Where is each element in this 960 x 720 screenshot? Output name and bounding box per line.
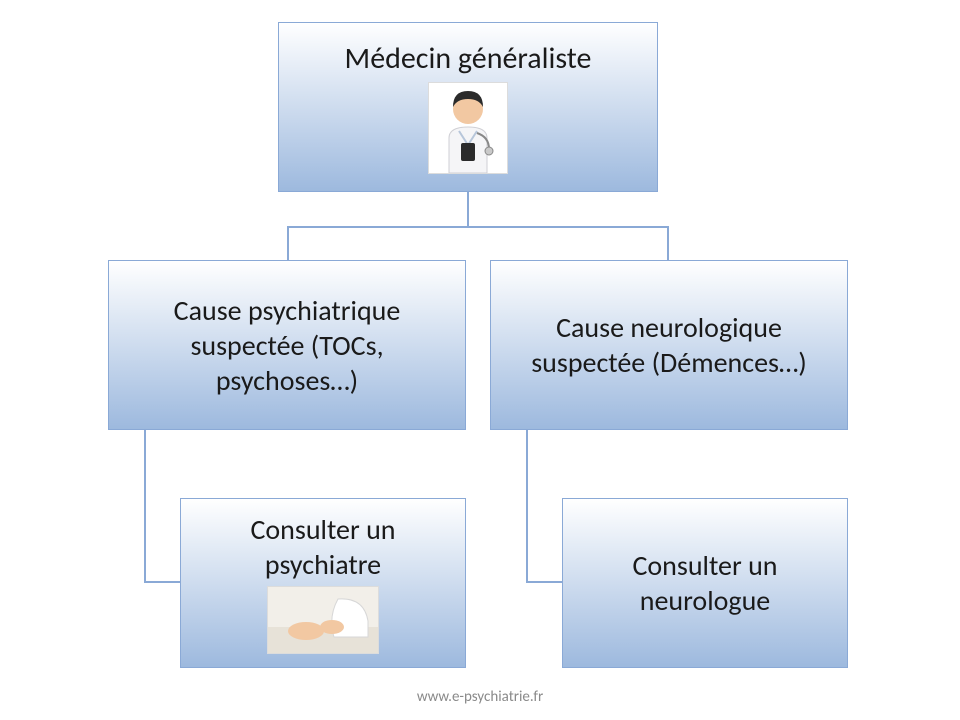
- consultation-icon: [267, 586, 379, 654]
- node-right-label: Cause neurologique suspectée (Démences…): [503, 310, 835, 380]
- connector-right-down: [526, 430, 528, 583]
- diagram-canvas: Médecin généraliste Cause psychiatrique …: [0, 0, 960, 720]
- connector-root-down: [467, 192, 469, 226]
- node-left-child: Consulter un psychiatre: [180, 498, 466, 668]
- connector-left-h: [144, 581, 180, 583]
- connector-to-left: [287, 226, 289, 260]
- connector-left-down: [144, 430, 146, 583]
- node-right-child-label: Consulter un neurologue: [575, 548, 835, 618]
- connector-to-right: [667, 226, 669, 260]
- node-left-label: Cause psychiatrique suspectée (TOCs, psy…: [121, 293, 453, 398]
- connector-right-h: [526, 581, 562, 583]
- connector-root-hbar: [287, 226, 669, 228]
- doctor-icon: [428, 82, 508, 174]
- node-left-child-label: Consulter un psychiatre: [193, 512, 453, 582]
- node-root-label: Médecin généraliste: [345, 40, 592, 78]
- node-root: Médecin généraliste: [278, 22, 658, 192]
- footer-credit: www.e-psychiatrie.fr: [0, 688, 960, 706]
- node-right: Cause neurologique suspectée (Démences…): [490, 260, 848, 430]
- node-right-child: Consulter un neurologue: [562, 498, 848, 668]
- node-left: Cause psychiatrique suspectée (TOCs, psy…: [108, 260, 466, 430]
